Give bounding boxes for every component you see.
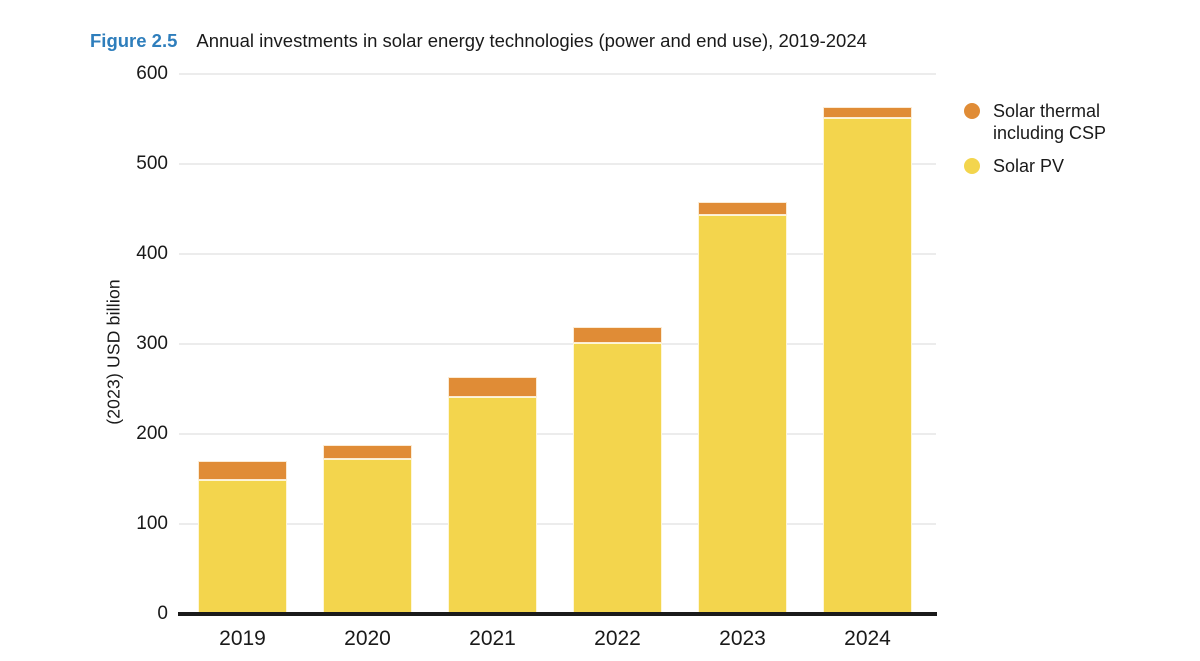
gridline-500 [179, 163, 936, 165]
y-tick-label-300: 300 [136, 333, 168, 354]
x-tick-label-2019: 2019 [219, 627, 266, 650]
x-tick-label-2021: 2021 [469, 627, 516, 650]
legend-item-solar-pv: Solar PV [964, 155, 1127, 177]
legend-label-solar-pv: Solar PV [993, 156, 1065, 176]
y-tick-label-0: 0 [157, 603, 168, 624]
bar-2021-solar-thermal [448, 377, 537, 398]
bar-2022-solar-thermal [573, 326, 662, 344]
bar-2024-solar-pv [823, 118, 912, 614]
figure-title-row: Figure 2.5 Annual investments in solar e… [90, 30, 867, 52]
gridline-600 [179, 73, 936, 75]
solar-pv-dot-icon [964, 158, 980, 174]
gridline-200 [179, 433, 936, 435]
bar-2023-solar-thermal [698, 201, 787, 216]
x-tick-label-2023: 2023 [719, 627, 766, 650]
bar-2023-solar-pv [698, 215, 787, 614]
x-axis-line [178, 612, 937, 616]
bar-2020-solar-pv [323, 459, 412, 614]
bar-2019-solar-pv [198, 479, 287, 614]
bar-2019-solar-thermal [198, 461, 287, 480]
y-tick-label-500: 500 [136, 153, 168, 174]
x-tick-label-2024: 2024 [844, 627, 891, 650]
y-tick-label-100: 100 [136, 513, 168, 534]
y-tick-label-200: 200 [136, 423, 168, 444]
gridline-400 [179, 253, 936, 255]
legend-item-solar-thermal: Solar thermal including CSP [964, 100, 1127, 144]
bar-2020-solar-thermal [323, 444, 412, 460]
figure-number-label: Figure 2.5 [90, 30, 178, 51]
x-tick-label-2020: 2020 [344, 627, 391, 650]
bar-2022-solar-pv [573, 343, 662, 614]
gridline-300 [179, 343, 936, 345]
y-tick-label-400: 400 [136, 243, 168, 264]
gridline-100 [179, 523, 936, 525]
y-tick-label-600: 600 [136, 63, 168, 84]
x-tick-label-2022: 2022 [594, 627, 641, 650]
bar-2021-solar-pv [448, 397, 537, 614]
solar-thermal-dot-icon [964, 103, 980, 119]
figure-title-text: Annual investments in solar energy techn… [196, 30, 867, 51]
bar-2024-solar-thermal [823, 107, 912, 119]
legend: Solar thermal including CSP Solar PV [964, 100, 1127, 177]
legend-label-solar-thermal: Solar thermal including CSP [993, 101, 1107, 143]
